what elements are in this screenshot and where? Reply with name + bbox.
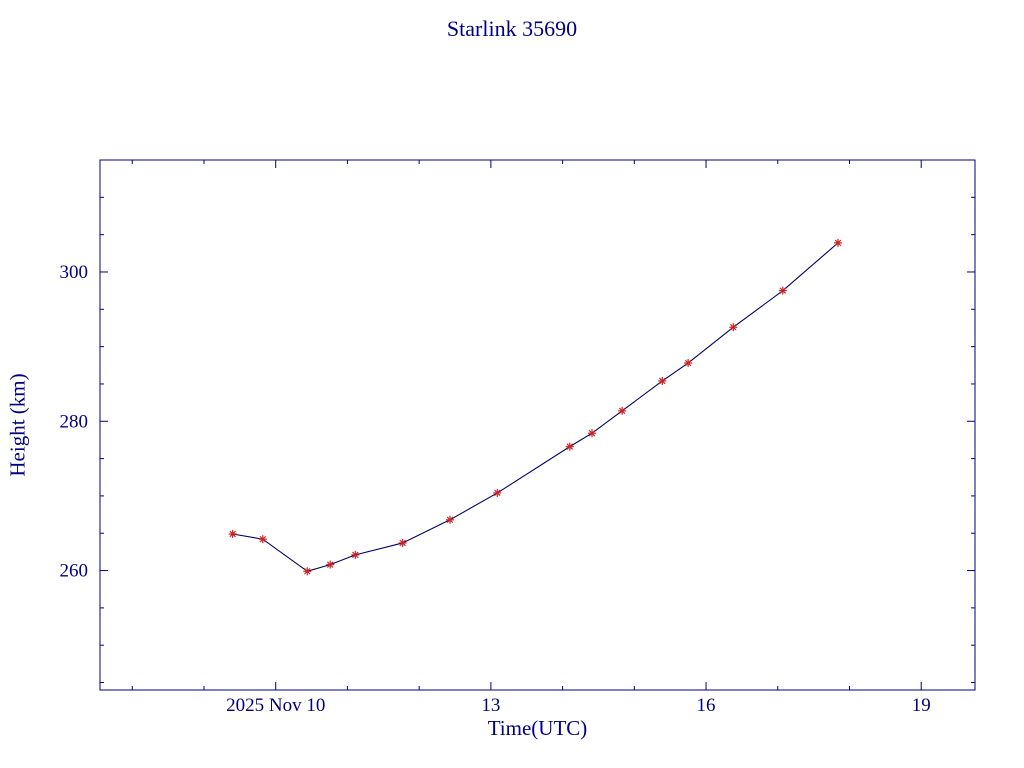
data-point-marker xyxy=(326,560,335,569)
height-line xyxy=(232,242,839,572)
data-point-marker xyxy=(446,515,454,524)
data-point-marker xyxy=(398,538,407,547)
data-point-marker xyxy=(618,406,627,415)
data-point-marker xyxy=(351,550,360,559)
x-tick-label: 16 xyxy=(697,695,716,716)
data-point-marker xyxy=(303,567,312,576)
y-tick-label: 280 xyxy=(60,411,89,432)
data-point-marker xyxy=(258,535,267,544)
data-point-marker xyxy=(493,488,502,497)
data-point-marker xyxy=(658,376,667,385)
chart-title: Starlink 35690 xyxy=(446,16,578,41)
y-tick-label: 300 xyxy=(60,262,89,283)
x-axis-label: Time(UTC) xyxy=(487,716,588,740)
plot-frame xyxy=(99,159,976,691)
data-point-marker xyxy=(565,442,574,451)
data-point-marker xyxy=(588,429,597,438)
y-tick-label: 260 xyxy=(60,561,89,582)
x-tick-label: 19 xyxy=(912,695,931,716)
x-tick-label: 2025 Nov 10 xyxy=(226,695,325,716)
x-tick-label: 13 xyxy=(481,695,500,716)
data-point-marker xyxy=(778,286,787,295)
data-point-marker xyxy=(834,238,843,247)
data-point-marker xyxy=(684,359,693,368)
data-point-marker xyxy=(228,529,237,538)
data-point-marker xyxy=(729,323,738,332)
